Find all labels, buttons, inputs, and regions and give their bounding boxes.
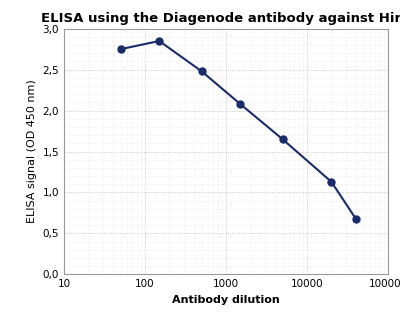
X-axis label: Antibody dilution: Antibody dilution (172, 295, 280, 305)
Y-axis label: ELISA signal (OD 450 nm): ELISA signal (OD 450 nm) (27, 80, 37, 223)
Title: ELISA using the Diagenode antibody against Hira: ELISA using the Diagenode antibody again… (42, 12, 400, 25)
